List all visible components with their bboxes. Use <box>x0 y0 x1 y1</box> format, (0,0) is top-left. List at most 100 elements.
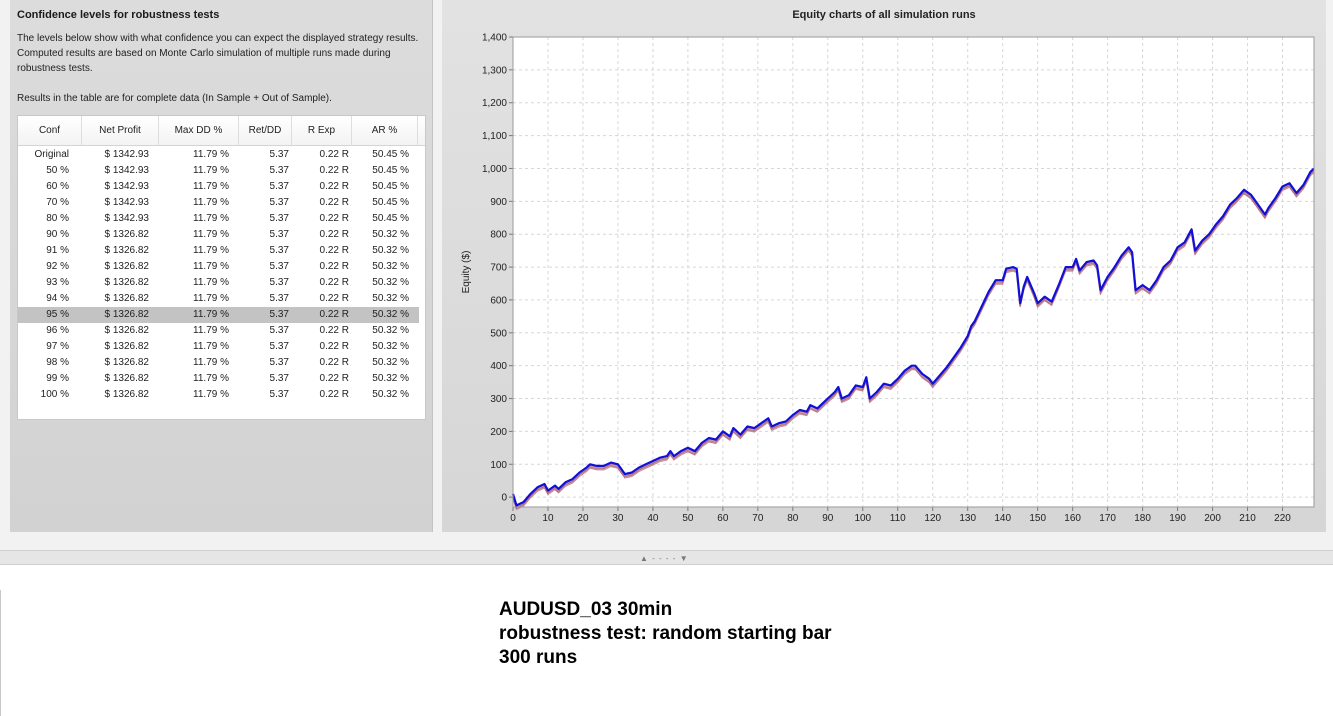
y-tick-label: 0 <box>501 493 507 504</box>
confidence-panel: Confidence levels for robustness tests T… <box>10 0 433 532</box>
table-row[interactable]: 91 % $ 1326.82 11.79 % 5.37 0.22 R 50.32 % <box>18 243 419 259</box>
table-cell: 11.79 % <box>193 181 229 192</box>
table-cell: 50.32 % <box>372 373 409 384</box>
table-row[interactable]: 92 % $ 1326.82 11.79 % 5.37 0.22 R 50.32 % <box>18 259 419 275</box>
column-header-conf[interactable]: Conf <box>18 116 82 146</box>
y-tick-label: 500 <box>490 328 507 339</box>
table-cell: 50.32 % <box>372 309 409 320</box>
column-header-r-exp[interactable]: R Exp <box>292 116 352 146</box>
x-tick-label: 60 <box>717 513 729 524</box>
table-cell: $ 1342.93 <box>104 197 150 208</box>
x-tick-label: 80 <box>787 513 799 524</box>
table-cell: 50.32 % <box>372 389 409 400</box>
table-header: Conf Net Profit Max DD % Ret/DD R Exp AR… <box>18 116 425 146</box>
x-tick-label: 90 <box>822 513 834 524</box>
table-cell: 11.79 % <box>193 341 229 352</box>
table-cell: 5.37 <box>269 389 289 400</box>
table-cell: 50.45 % <box>372 165 409 176</box>
caption-line-2: robustness test: random starting bar <box>499 623 832 644</box>
table-cell: 5.37 <box>269 213 289 224</box>
table-cell: 11.79 % <box>193 277 229 288</box>
table-row[interactable]: 96 % $ 1326.82 11.79 % 5.37 0.22 R 50.32 % <box>18 323 419 339</box>
x-tick-label: 0 <box>510 513 516 524</box>
table-row[interactable]: 90 % $ 1326.82 11.79 % 5.37 0.22 R 50.32 % <box>18 227 419 243</box>
plot-border <box>512 36 1315 508</box>
table-cell: $ 1326.82 <box>104 373 150 384</box>
table-row[interactable]: 50 % $ 1342.93 11.79 % 5.37 0.22 R 50.45 % <box>18 163 419 179</box>
table-row[interactable]: 98 % $ 1326.82 11.79 % 5.37 0.22 R 50.32 % <box>18 355 419 371</box>
x-tick-label: 110 <box>890 513 906 524</box>
table-row[interactable]: 60 % $ 1342.93 11.79 % 5.37 0.22 R 50.45 % <box>18 179 419 195</box>
table-cell: 5.37 <box>269 277 289 288</box>
table-row[interactable]: 70 % $ 1342.93 11.79 % 5.37 0.22 R 50.45 % <box>18 195 419 211</box>
table-cell: $ 1326.82 <box>104 245 150 256</box>
table-cell: 5.37 <box>269 181 289 192</box>
x-tick-label: 150 <box>1029 513 1046 524</box>
equity-chart-panel: Equity charts of all simulation runs 0 10… <box>442 0 1326 532</box>
table-cell: 5.37 <box>269 341 289 352</box>
table-cell: 5.37 <box>269 197 289 208</box>
table-row[interactable]: Original $ 1342.93 11.79 % 5.37 0.22 R 50.45 … <box>18 147 419 163</box>
y-tick-label: 100 <box>490 460 507 471</box>
table-cell: 0.22 R <box>319 261 349 272</box>
table-cell: $ 1326.82 <box>104 341 150 352</box>
y-tick-label: 700 <box>490 263 507 274</box>
column-header-ret-dd[interactable]: Ret/DD <box>239 116 292 146</box>
table-cell: 11.79 % <box>193 213 229 224</box>
table-cell: 50 % <box>46 165 69 176</box>
table-row[interactable]: 94 % $ 1326.82 11.79 % 5.37 0.22 R 50.32 % <box>18 291 419 307</box>
x-tick-label: 180 <box>1134 513 1151 524</box>
table-cell: $ 1326.82 <box>104 357 150 368</box>
panel-title: Confidence levels for robustness tests <box>17 9 220 21</box>
y-tick-label: 1,200 <box>482 98 507 109</box>
table-cell: 91 % <box>46 245 69 256</box>
table-cell: 5.37 <box>269 165 289 176</box>
column-header-max-dd[interactable]: Max DD % <box>159 116 239 146</box>
x-tick-label: 70 <box>752 513 764 524</box>
y-tick-label: 1,100 <box>482 131 507 142</box>
y-tick-label: 1,300 <box>482 65 507 76</box>
top-area: Confidence levels for robustness tests T… <box>0 0 1333 550</box>
table-cell: 50.32 % <box>372 357 409 368</box>
x-tick-label: 130 <box>959 513 976 524</box>
table-cell: 11.79 % <box>193 261 229 272</box>
table-cell: 50.45 % <box>372 213 409 224</box>
table-cell: 50.32 % <box>372 245 409 256</box>
main-equity-line <box>511 167 1315 507</box>
table-row[interactable]: 99 % $ 1326.82 11.79 % 5.37 0.22 R 50.32 % <box>18 371 419 387</box>
table-row[interactable]: 93 % $ 1326.82 11.79 % 5.37 0.22 R 50.32 % <box>18 275 419 291</box>
x-tick-label: 160 <box>1064 513 1081 524</box>
column-header-ar[interactable]: AR % <box>352 116 418 146</box>
table-cell: 0.22 R <box>319 197 349 208</box>
x-tick-label: 10 <box>542 513 554 524</box>
table-cell: 50.32 % <box>372 293 409 304</box>
table-cell: 0.22 R <box>319 309 349 320</box>
column-header-net-profit[interactable]: Net Profit <box>82 116 159 146</box>
table-cell: 0.22 R <box>319 245 349 256</box>
plot-area <box>512 36 1315 508</box>
table-cell: 11.79 % <box>193 165 229 176</box>
table-cell: 5.37 <box>269 293 289 304</box>
y-tick-label: 1,400 <box>482 33 507 44</box>
table-cell: 0.22 R <box>319 229 349 240</box>
table-row[interactable]: 95 % $ 1326.82 11.79 % 5.37 0.22 R 50.32 % <box>18 307 419 323</box>
table-cell: 11.79 % <box>193 197 229 208</box>
table-row[interactable]: 97 % $ 1326.82 11.79 % 5.37 0.22 R 50.32 % <box>18 339 419 355</box>
table-cell: $ 1326.82 <box>104 325 150 336</box>
table-row[interactable]: 80 % $ 1342.93 11.79 % 5.37 0.22 R 50.45 % <box>18 211 419 227</box>
x-tick-label: 170 <box>1099 513 1116 524</box>
caption-line-3: 300 runs <box>499 647 578 668</box>
table-cell: 11.79 % <box>193 245 229 256</box>
table-row[interactable]: 100 % $ 1326.82 11.79 % 5.37 0.22 R 50.32 % <box>18 387 419 403</box>
table-cell: 93 % <box>46 277 69 288</box>
split-pane-divider[interactable]: ▲ - - - - ▼ <box>0 550 1333 565</box>
x-tick-label: 190 <box>1169 513 1186 524</box>
table-cell: 50.32 % <box>372 325 409 336</box>
equity-chart: 01002003004005006007008009001,0001,1001,… <box>461 33 1315 524</box>
table-cell: 0.22 R <box>319 293 349 304</box>
y-axis-label: Equity ($) <box>461 251 472 294</box>
divider-handle-icon[interactable]: ▲ - - - - ▼ <box>640 554 689 563</box>
table-cell: 0.22 R <box>319 357 349 368</box>
table-cell: $ 1342.93 <box>104 165 150 176</box>
x-tick-label: 20 <box>577 513 589 524</box>
